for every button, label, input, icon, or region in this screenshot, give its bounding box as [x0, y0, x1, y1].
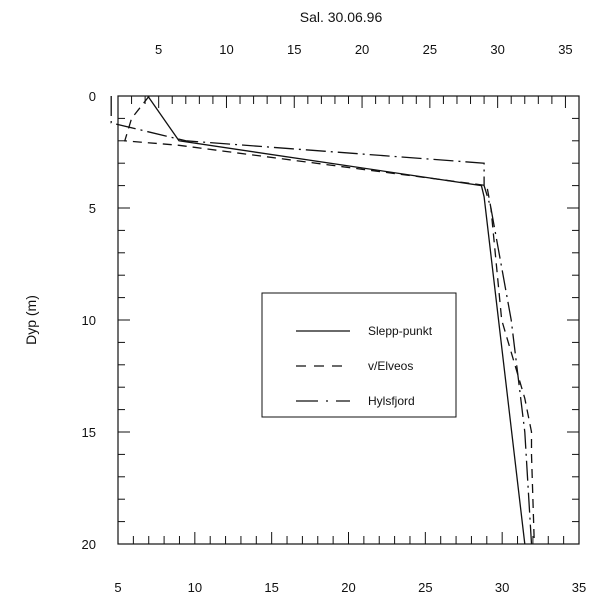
- x-bottom-tick-label: 15: [264, 580, 278, 595]
- legend: Slepp-punkt v/Elveos Hylsfjord: [261, 292, 457, 418]
- series-lines: [110, 95, 535, 545]
- x-bottom-tick-label: 30: [495, 580, 509, 595]
- x-top-tick-label: 30: [490, 42, 504, 57]
- series-line-1: [147, 95, 526, 545]
- x-top-tick-label: 35: [558, 42, 572, 57]
- x-top-tick-label: 20: [355, 42, 369, 57]
- x-bottom-tick-label: 35: [572, 580, 586, 595]
- chart-title: Sal. 30.06.96: [300, 9, 383, 25]
- y-tick-label: 15: [82, 425, 96, 440]
- tick-labels: 5 10 15 20 25 30 35 5 10 15 20 25 30 35 0 5 10 15 20: [82, 42, 587, 595]
- y-tick-label: 0: [89, 89, 96, 104]
- legend-box: [261, 292, 457, 418]
- x-bottom-tick-label: 25: [418, 580, 432, 595]
- x-top-tick-label: 5: [155, 42, 162, 57]
- x-bottom-tick-label: 5: [114, 580, 121, 595]
- x-top-tick-label: 25: [423, 42, 437, 57]
- y-axis-title: Dyp (m): [23, 295, 39, 345]
- legend-label: Hylsfjord: [368, 394, 415, 408]
- series-line-3: [110, 96, 533, 545]
- x-bottom-tick-label: 10: [188, 580, 202, 595]
- legend-label: Slepp-punkt: [368, 324, 433, 338]
- x-bottom-tick-label: 20: [341, 580, 355, 595]
- legend-label: v/Elveos: [368, 359, 413, 373]
- x-top-tick-label: 10: [219, 42, 233, 57]
- y-tick-label: 20: [82, 537, 96, 552]
- x-top-tick-label: 15: [287, 42, 301, 57]
- y-tick-label: 5: [89, 201, 96, 216]
- y-tick-label: 10: [82, 313, 96, 328]
- axis-ticks: [117, 95, 580, 545]
